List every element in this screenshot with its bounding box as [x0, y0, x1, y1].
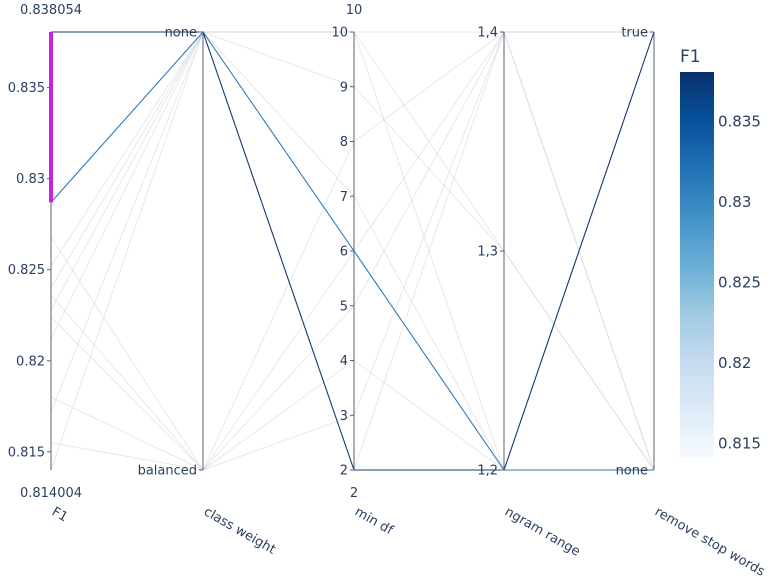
tick-label: 0.82: [16, 354, 45, 369]
tick-label: 0.815: [8, 445, 45, 460]
colorbar-tick-label: 0.82: [718, 354, 751, 372]
tick-label: 5: [340, 299, 348, 314]
colorbar-tick-label: 0.835: [718, 113, 761, 131]
tick-label: balanced: [138, 464, 197, 479]
tick-label: 7: [340, 190, 348, 205]
tick-label: 0.825: [8, 263, 45, 278]
axis-F1: 0.835 0.83 0.825 0.82 0.815 0.838054 0.814004 F…: [8, 3, 82, 525]
axis-class-weight: none balanced class weight: [138, 26, 278, 558]
axis-title: remove stop words: [652, 504, 767, 579]
axis-min-df: 10 9 8 7 6 5 4 3 2 10 2 min df: [331, 3, 395, 538]
axis-max-label: 0.838054: [20, 3, 82, 18]
colorbar-gradient: [680, 72, 714, 459]
axis-min-label: 0.814004: [20, 486, 82, 501]
tick-label: 1,2: [477, 464, 498, 479]
colorbar-title: F1: [680, 47, 701, 67]
axis-title: min df: [352, 504, 396, 538]
tick-label: 1,3: [477, 245, 498, 260]
tick-label: 0.835: [8, 81, 45, 96]
trial-line: [50, 31, 654, 311]
colorbar: F1 0.835 0.83 0.825 0.82 0.815: [680, 47, 761, 459]
colorbar-tick-label: 0.825: [718, 274, 761, 292]
tick-label: 1,4: [477, 26, 498, 41]
tick-label: 10: [331, 26, 348, 41]
tick-label: none: [616, 464, 648, 479]
tick-label: 4: [340, 354, 348, 369]
axes: 0.8350.830.8250.820.8150.8380540.814004F…: [8, 3, 768, 580]
axis-title: F1: [49, 504, 70, 525]
tick-label: 2: [340, 464, 348, 479]
axis-title: class weight: [201, 504, 278, 557]
colorbar-tick-label: 0.83: [718, 193, 751, 211]
axis-title: ngram range: [502, 504, 583, 559]
tick-label: 8: [340, 135, 348, 150]
tick-label: 0.83: [16, 172, 45, 187]
axis-max-label: 10: [346, 3, 363, 18]
axis-ngram-range: 1,4 1,3 1,2 ngram range: [477, 26, 582, 560]
tick-label: true: [621, 26, 648, 41]
tick-label: 6: [340, 245, 348, 260]
tick-label: 9: [340, 80, 348, 95]
axis-min-label: 2: [350, 486, 358, 501]
colorbar-tick-label: 0.815: [718, 434, 761, 452]
tick-label: 3: [340, 409, 348, 424]
tick-label: none: [165, 26, 197, 41]
